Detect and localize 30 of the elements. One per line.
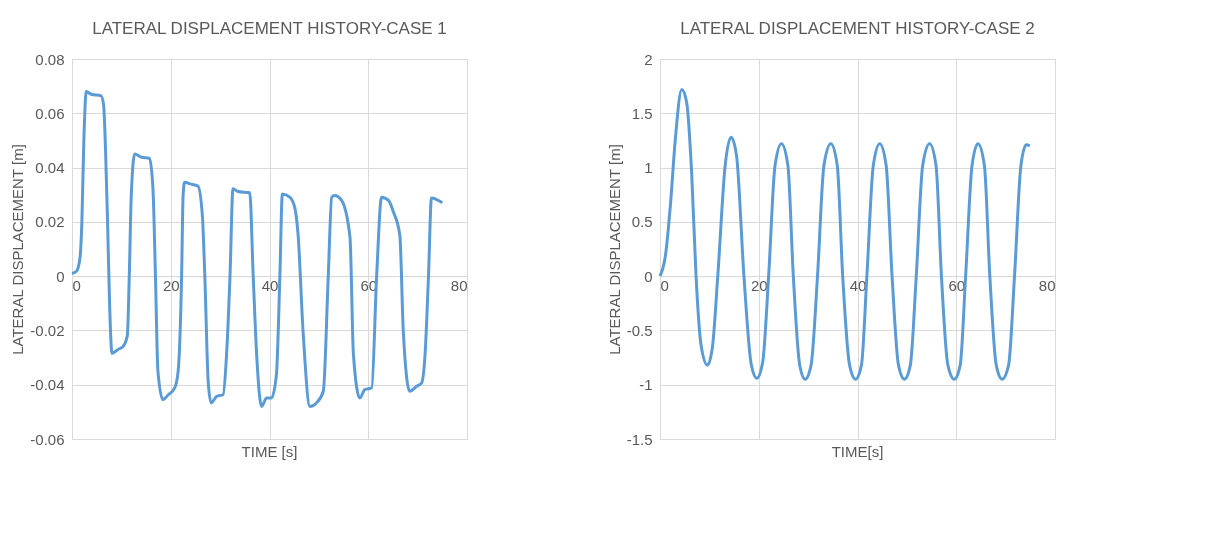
y-axis-title: LATERAL DISPLACEMENT [m] <box>605 144 623 355</box>
y-tick-label: -0.04 <box>30 376 65 394</box>
y-tick-label: -1 <box>639 376 653 394</box>
line-series <box>70 90 444 408</box>
y-tick-label: 0.06 <box>35 104 65 122</box>
y-tick-label: -1.5 <box>626 430 653 448</box>
x-tick-label: 40 <box>261 276 279 294</box>
x-axis-title: TIME[s] <box>831 443 884 460</box>
x-tick-label: 0 <box>72 276 81 294</box>
x-tick-label: 0 <box>660 276 669 294</box>
chart-title: LATERAL DISPLACEMENT HISTORY-CASE 2 <box>680 19 1035 38</box>
y-tick-label: 0.02 <box>35 213 65 231</box>
y-tick-label: 0.5 <box>631 213 653 231</box>
chart-title: LATERAL DISPLACEMENT HISTORY-CASE 1 <box>92 19 447 38</box>
y-tick-label: 1 <box>644 159 653 177</box>
y-tick-label: 0.04 <box>35 159 65 177</box>
x-tick-label: 60 <box>948 276 966 294</box>
x-tick-label: 20 <box>162 276 180 294</box>
y-tick-label: 2 <box>644 50 653 68</box>
y-tick-label: -0.06 <box>30 430 65 448</box>
y-tick-label: 1.5 <box>631 104 653 122</box>
x-tick-label: 20 <box>750 276 768 294</box>
line-series <box>658 87 1032 381</box>
y-tick-label: 0.08 <box>35 50 65 68</box>
y-axis-title: LATERAL DISPLACEMENT [m] <box>9 144 27 355</box>
x-tick-label: 80 <box>1038 276 1056 294</box>
y-tick-label: -0.5 <box>626 321 653 339</box>
y-tick-label: -0.02 <box>30 321 65 339</box>
x-tick-label: 80 <box>450 276 468 294</box>
x-axis-title: TIME [s] <box>241 443 298 460</box>
